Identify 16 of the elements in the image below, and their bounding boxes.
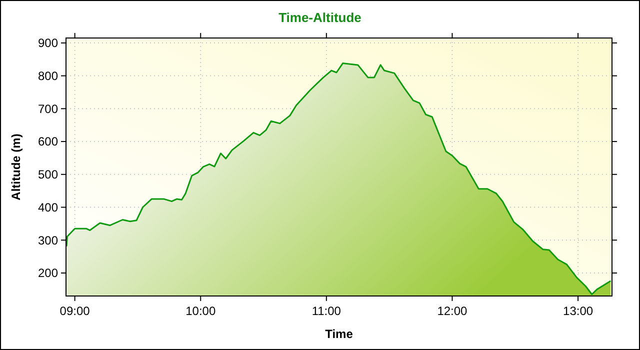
x-tick-label: 12:00 — [437, 304, 468, 318]
y-tick-label: 500 — [38, 168, 58, 182]
chart-title: Time-Altitude — [278, 10, 362, 25]
x-axis-title: Time — [325, 327, 354, 341]
y-tick-label: 700 — [38, 102, 58, 116]
y-tick-label: 200 — [38, 266, 58, 280]
x-tick-label: 09:00 — [60, 304, 90, 318]
y-tick-label: 400 — [38, 200, 58, 214]
x-tick-label: 11:00 — [312, 304, 342, 318]
y-tick-label: 300 — [38, 233, 58, 248]
y-tick-label: 800 — [38, 68, 58, 83]
y-tick-label: 900 — [38, 36, 58, 50]
y-axis-title: Altitude (m) — [9, 134, 23, 200]
y-tick-label: 600 — [38, 134, 58, 149]
x-tick-label: 10:00 — [186, 304, 216, 318]
x-tick-label: 13:00 — [563, 304, 594, 318]
